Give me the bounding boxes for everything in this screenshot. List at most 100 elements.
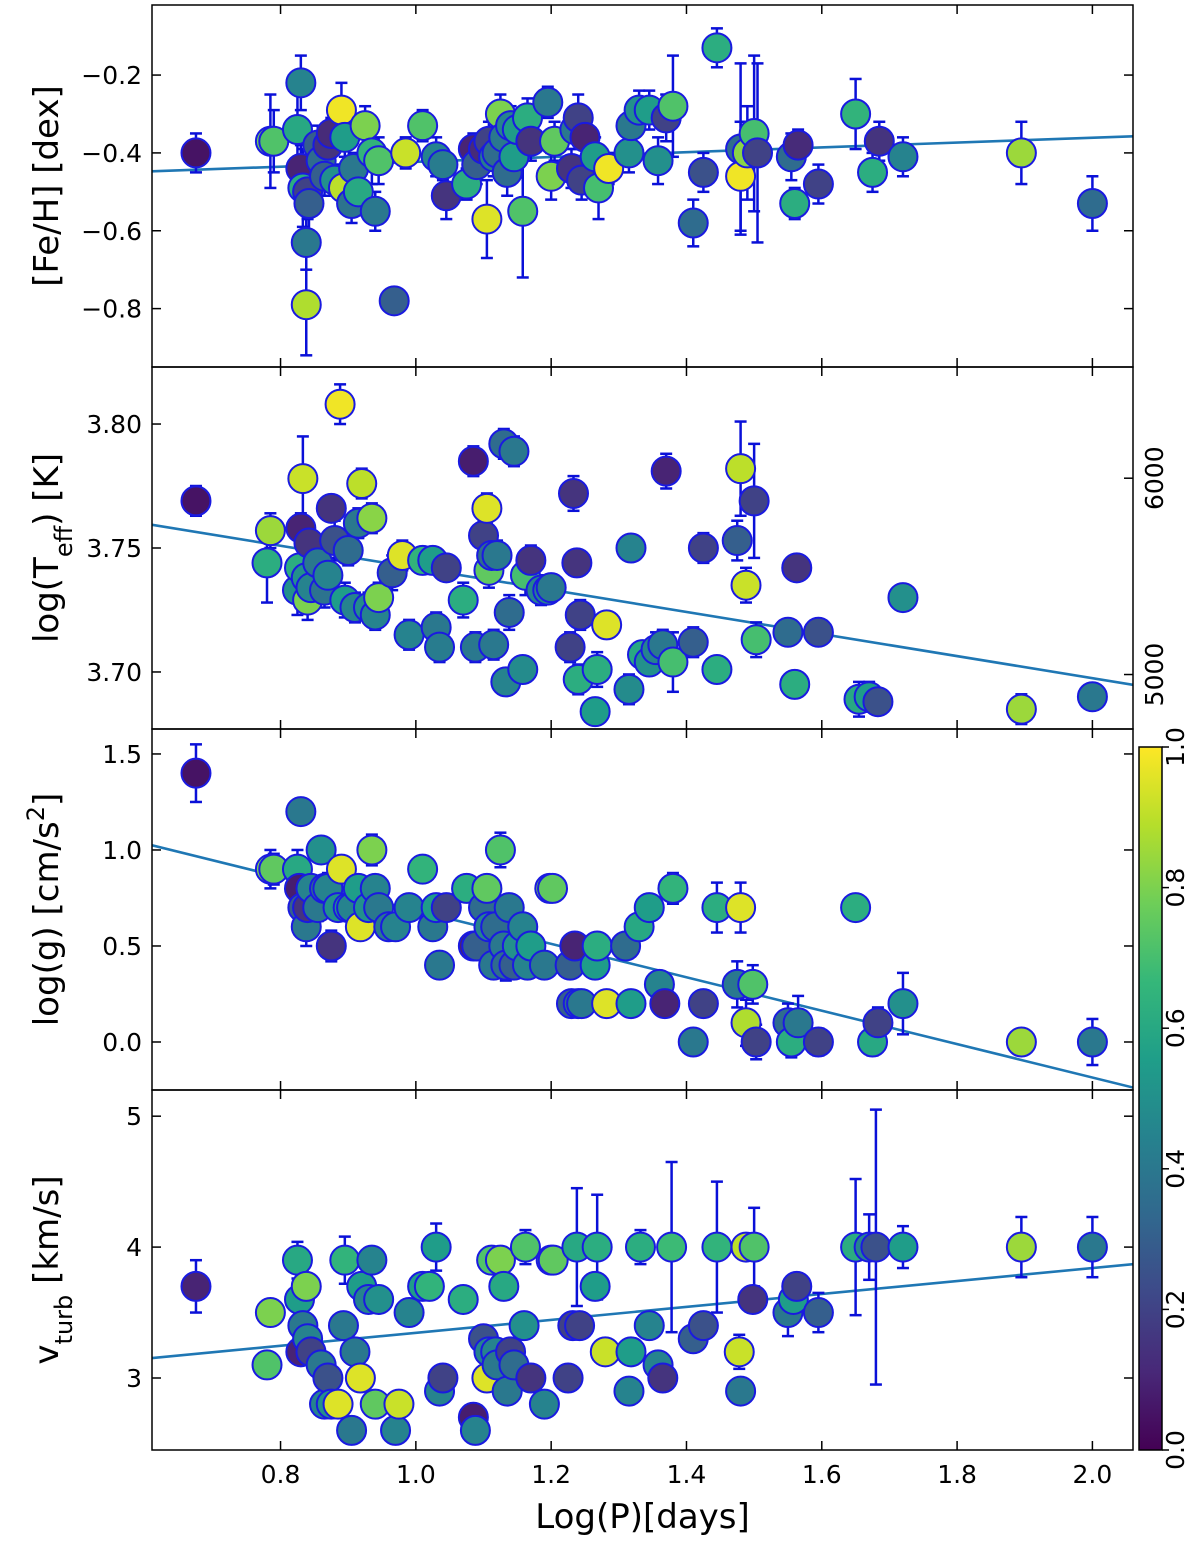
data-point xyxy=(498,435,530,467)
data-point xyxy=(251,547,283,579)
data-point xyxy=(1005,693,1037,725)
data-point xyxy=(339,1336,371,1368)
data-point xyxy=(459,1414,491,1446)
data-point xyxy=(378,285,410,317)
data-point xyxy=(589,1336,621,1368)
data-point xyxy=(657,872,689,904)
data-point xyxy=(471,492,503,524)
data-point xyxy=(390,137,422,169)
y-tick-label: 5 xyxy=(126,1102,142,1131)
data-point xyxy=(535,572,567,604)
y-axis-label-tail: ) [K] xyxy=(27,453,67,526)
data-point xyxy=(564,599,596,631)
data-point xyxy=(332,534,364,566)
data-point xyxy=(857,156,889,188)
data-point xyxy=(802,1297,834,1329)
data-point xyxy=(742,137,774,169)
data-point xyxy=(180,757,212,789)
data-point xyxy=(508,1310,540,1342)
y-tick-label: 3.75 xyxy=(86,534,142,563)
data-point xyxy=(657,646,689,678)
data-point xyxy=(427,1362,459,1394)
data-point xyxy=(657,90,689,122)
data-point xyxy=(356,502,388,534)
data-point xyxy=(615,988,647,1020)
data-point xyxy=(290,1270,322,1302)
data-point xyxy=(457,445,489,477)
data-point xyxy=(507,653,539,685)
data-point xyxy=(359,195,391,227)
data-point xyxy=(478,629,510,661)
data-point xyxy=(738,1231,770,1263)
data-point xyxy=(1076,1026,1108,1058)
data-point xyxy=(613,137,645,169)
data-point xyxy=(862,1007,894,1039)
y-axis-label-tail: ] xyxy=(27,793,67,806)
right-y-tick-label: 6000 xyxy=(1140,446,1169,510)
y-axis-label-main: v xyxy=(27,1344,67,1364)
data-point xyxy=(290,226,322,258)
data-point xyxy=(613,673,645,705)
data-point xyxy=(1005,1026,1037,1058)
data-point xyxy=(557,477,589,509)
data-point xyxy=(509,1231,541,1263)
data-point xyxy=(701,1231,733,1263)
data-point xyxy=(254,515,286,547)
data-point xyxy=(887,582,919,614)
data-point xyxy=(701,653,733,685)
data-point xyxy=(656,1231,688,1263)
y-axis-label-main: [Fe/H] [dex] xyxy=(27,85,67,287)
data-point xyxy=(687,532,719,564)
x-tick-label: 0.8 xyxy=(261,1460,301,1489)
data-point xyxy=(701,32,733,64)
data-point xyxy=(481,539,513,571)
data-point xyxy=(860,1231,892,1263)
data-point xyxy=(552,1362,584,1394)
data-point xyxy=(633,1310,665,1342)
data-point xyxy=(528,1388,560,1420)
data-point xyxy=(180,137,212,169)
data-point xyxy=(802,168,834,200)
data-point xyxy=(782,1007,814,1039)
data-point xyxy=(342,176,374,208)
data-point xyxy=(312,1362,344,1394)
y-tick-label: 1.0 xyxy=(102,836,142,865)
y-axis-label-feh: [Fe/H] [dex] xyxy=(27,85,67,287)
data-point xyxy=(887,1231,919,1263)
data-point xyxy=(430,552,462,584)
data-point xyxy=(430,892,462,924)
y-axis-label-tail: [km/s] xyxy=(27,1175,67,1294)
data-point xyxy=(840,892,872,924)
y-axis-label-subscript: eff xyxy=(50,525,78,557)
right-y-tick-label: 5000 xyxy=(1140,643,1169,707)
data-point xyxy=(507,195,539,227)
x-tick-label: 2.0 xyxy=(1073,1460,1113,1489)
data-point xyxy=(740,624,772,656)
data-point xyxy=(349,110,381,142)
data-point xyxy=(336,1414,368,1446)
data-point xyxy=(424,631,456,663)
data-point xyxy=(380,1414,412,1446)
data-point xyxy=(413,1270,445,1302)
data-point xyxy=(393,892,425,924)
data-point xyxy=(327,1310,359,1342)
colorbar-tick-label: 0.4 xyxy=(1161,1149,1190,1189)
data-point xyxy=(312,559,344,591)
panel-teff: 3.70 3.75 3.80 5000 6000 log(Teff) [K] xyxy=(27,366,1169,730)
data-point xyxy=(887,988,919,1020)
y-tick-label: 3.80 xyxy=(86,410,142,439)
data-point xyxy=(649,988,681,1020)
data-point xyxy=(488,1270,520,1302)
data-point xyxy=(840,98,872,130)
data-point xyxy=(290,289,322,321)
data-point xyxy=(862,686,894,718)
colorbar-tick-label: 0.0 xyxy=(1161,1430,1190,1470)
y-tick-label: −0.2 xyxy=(81,61,142,90)
data-point xyxy=(687,156,719,188)
y-tick-label: 1.5 xyxy=(102,740,142,769)
data-point xyxy=(779,188,811,220)
y-tick-label: 0.0 xyxy=(102,1028,142,1057)
y-axis-label-main: log(T xyxy=(27,557,67,643)
data-point xyxy=(356,1244,388,1276)
y-axis-label-logg: log(g) [cm/s2] xyxy=(22,793,67,1027)
